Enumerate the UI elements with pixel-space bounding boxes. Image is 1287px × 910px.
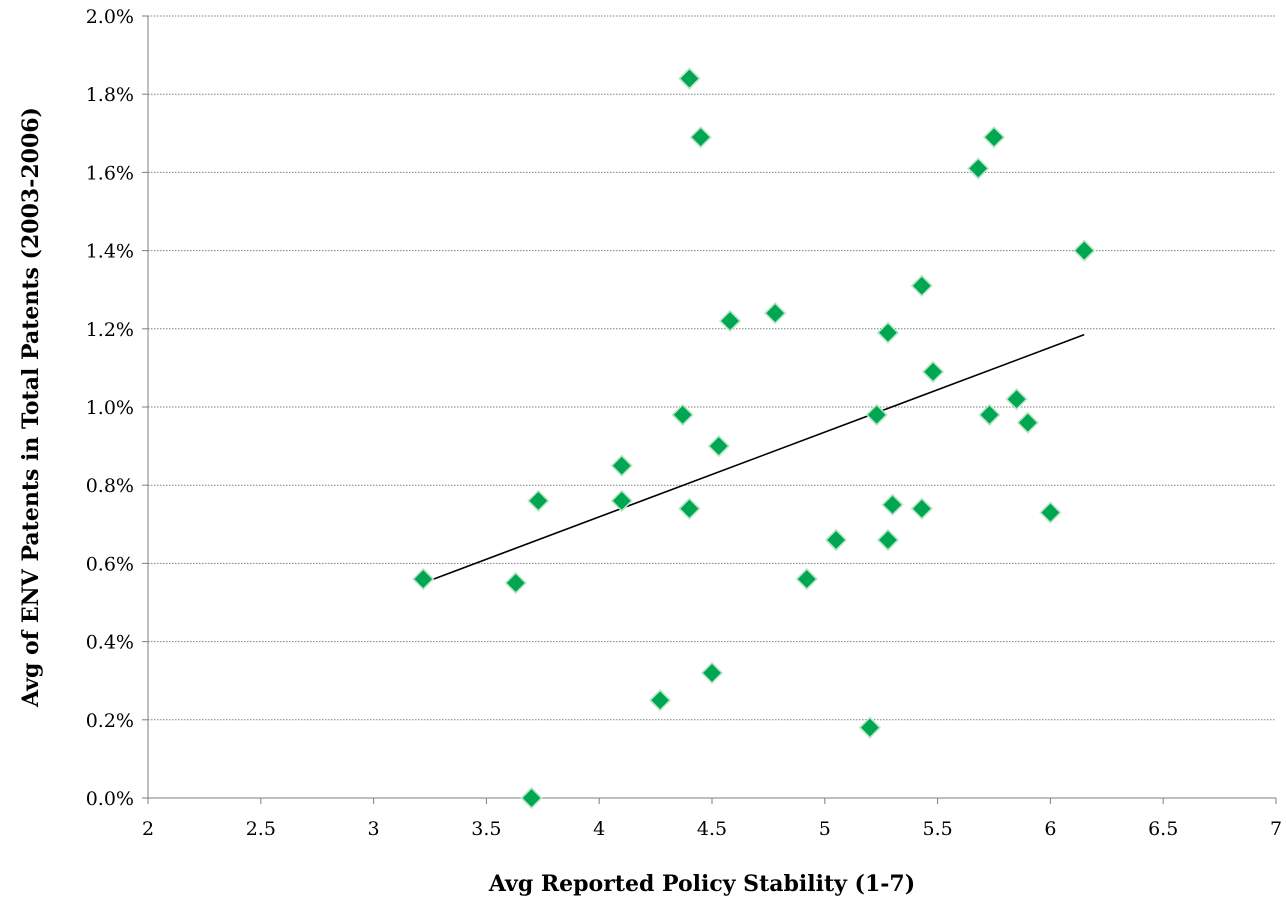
tick-labels: 0.0% 0.2% 0.4% 0.6% 0.8% 1.0% 1.2% 1.4% 1.6% 1.8%…: [86, 6, 1282, 840]
data-point-diamond: [881, 493, 904, 516]
y-tick-label: 0.2%: [86, 710, 134, 732]
data-point-diamond: [718, 309, 742, 333]
data-point-diamond: [865, 403, 888, 426]
y-tick-label: 1.8%: [86, 84, 134, 106]
x-tick-label: 3: [368, 818, 380, 840]
x-tick-label: 5: [819, 818, 831, 840]
data-point-diamond: [520, 786, 543, 810]
x-tick-label: 4: [593, 818, 605, 840]
x-tick-label: 6.5: [1148, 818, 1178, 840]
data-point-diamond: [858, 716, 882, 739]
data-point-diamond: [504, 571, 527, 595]
data-point-diamond: [876, 321, 900, 344]
data-point-diamond: [610, 454, 633, 477]
x-tick-label: 2.5: [246, 818, 276, 840]
data-point-diamond: [1039, 501, 1062, 524]
y-tick-label: 1.0%: [86, 397, 134, 419]
y-tick-label: 0.4%: [86, 632, 134, 654]
data-point-diamond: [764, 302, 787, 325]
y-tick-label: 1.6%: [86, 162, 134, 184]
data-point-diamond: [824, 528, 848, 552]
data-point-diamond: [982, 126, 1006, 149]
data-point-diamond: [978, 403, 1001, 426]
data-point-diamond: [910, 497, 933, 520]
data-point-diamond: [689, 126, 712, 149]
data-point-diamond: [412, 567, 435, 591]
y-tick-label: 0.0%: [86, 788, 134, 810]
data-point-diamond: [671, 403, 694, 426]
gridlines: [148, 15, 1276, 721]
data-point-diamond: [1016, 411, 1039, 434]
data-point-diamond: [1005, 388, 1028, 411]
data-point-diamond: [967, 157, 990, 180]
x-tick-label: 3.5: [471, 818, 501, 840]
x-tick-label: 5.5: [922, 818, 952, 840]
y-tick-label: 1.4%: [86, 241, 134, 263]
data-point-diamond: [795, 567, 818, 591]
data-point-diamond: [876, 528, 900, 552]
data-points: [412, 67, 1096, 810]
data-point-diamond: [678, 67, 701, 90]
y-tick-label: 1.2%: [86, 319, 134, 341]
data-point-diamond: [700, 661, 724, 685]
y-tick-label: 0.8%: [86, 475, 134, 497]
y-axis-title: Avg of ENV Patents in Total Patents (200…: [18, 107, 44, 708]
x-tick-label: 7: [1270, 818, 1282, 840]
y-tick-label: 2.0%: [86, 6, 134, 28]
x-tick-label: 6: [1044, 818, 1056, 840]
linear-trendline: [422, 333, 1085, 584]
data-point-diamond: [921, 360, 945, 383]
data-point-diamond: [910, 274, 933, 297]
data-point-diamond: [678, 497, 701, 520]
data-point-diamond: [1073, 239, 1096, 262]
x-axis-title: Avg Reported Policy Stability (1-7): [488, 871, 915, 897]
y-tick-label: 0.6%: [86, 553, 134, 575]
data-point-diamond: [707, 434, 730, 458]
x-tick-label: 4.5: [697, 818, 727, 840]
tick-marks: [142, 15, 1277, 804]
data-point-diamond: [527, 489, 550, 512]
x-tick-label: 2: [142, 818, 154, 840]
data-point-diamond: [610, 489, 633, 512]
data-point-diamond: [648, 689, 672, 712]
